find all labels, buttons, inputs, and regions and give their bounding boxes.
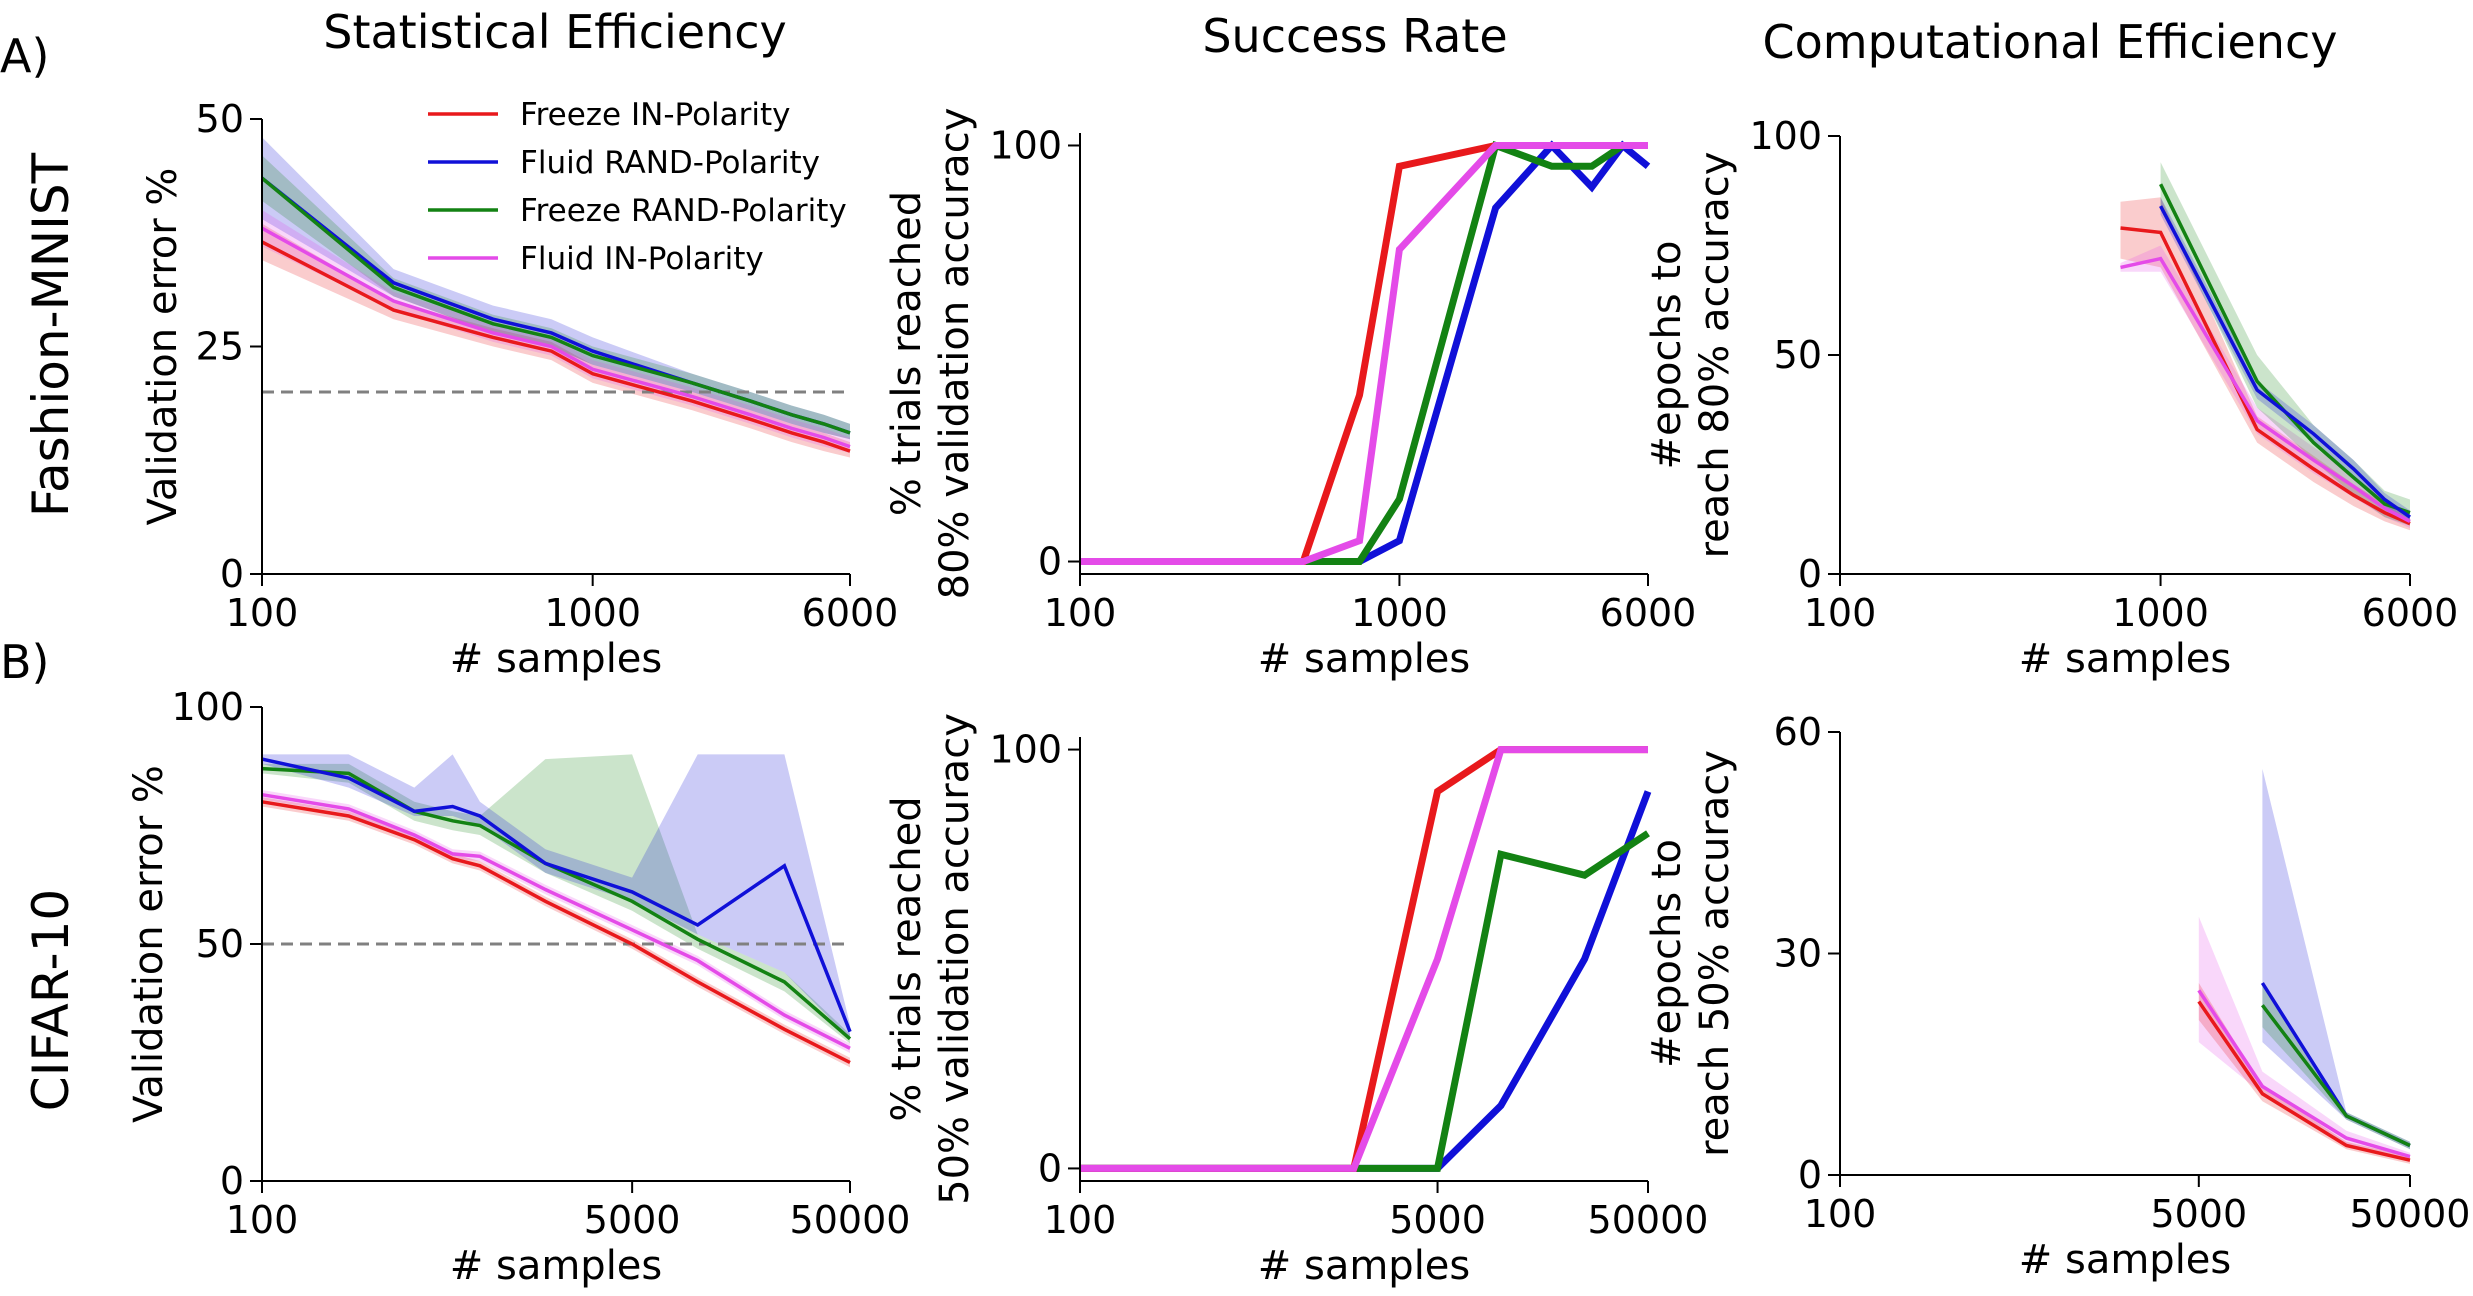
legend-label-freeze-rand-polarity: Freeze RAND-Polarity — [520, 193, 847, 229]
band-fluid-rand-polarity — [262, 137, 850, 440]
x-tick-label: 6000 — [1600, 591, 1697, 635]
panel-fmnist-stat: 0 25 50 100 1000 6000 # samples Validation erro… — [140, 97, 898, 682]
y-tick-label: 0 — [1798, 552, 1822, 596]
x-tick-label: 100 — [1804, 591, 1877, 635]
x-axis-label: # samples — [2019, 1237, 2232, 1283]
y-tick-label: 100 — [989, 123, 1062, 167]
legend-label-fluid-in-polarity: Fluid IN-Polarity — [520, 241, 764, 277]
band-freeze-rand-polarity — [262, 754, 850, 1044]
y-tick-label: 0 — [1798, 1153, 1822, 1197]
series-line-fluid-in-polarity — [1080, 142, 1648, 565]
series-line-fluid-in-polarity — [2197, 989, 2411, 1159]
y-axis-label: % trials reached — [884, 191, 930, 516]
y-tick-label: 100 — [171, 685, 244, 729]
band-fluid-rand-polarity — [262, 754, 850, 1039]
legend-label-fluid-rand-polarity: Fluid RAND-Polarity — [520, 145, 820, 181]
series-line-freeze-rand-polarity — [2159, 183, 2411, 515]
series-line-freeze-rand-polarity — [2261, 1004, 2411, 1148]
x-tick-label: 100 — [1044, 591, 1117, 635]
x-tick-label: 5000 — [584, 1198, 681, 1242]
series-line-fluid-in-polarity — [2120, 256, 2411, 523]
y-axis-label: #epochs to — [1644, 240, 1690, 469]
series-line-freeze-in-polarity — [1080, 746, 1648, 1172]
series-line-fluid-rand-polarity — [2159, 205, 2411, 519]
series-line-fluid-in-polarity — [261, 792, 851, 1050]
y-tick-label: 0 — [220, 552, 244, 596]
row-letter-a: A) — [0, 29, 49, 83]
y-tick-label: 100 — [1749, 114, 1822, 158]
panel-fmnist-success: 0 100 100 1000 6000 # samples % trials reached… — [884, 108, 1696, 682]
x-tick-label: 100 — [1804, 1192, 1877, 1236]
x-tick-label: 50000 — [2350, 1192, 2471, 1236]
x-tick-label: 5000 — [2150, 1192, 2247, 1236]
x-axis-label: # samples — [2019, 636, 2232, 682]
series-line-freeze-in-polarity — [261, 800, 851, 1065]
y-axis-label: 80% validation accuracy — [932, 108, 978, 600]
x-axis-label: # samples — [450, 1243, 663, 1289]
y-tick-label: 0 — [220, 1159, 244, 1203]
x-tick-label: 5000 — [1389, 1198, 1486, 1242]
x-tick-label: 6000 — [2362, 591, 2459, 635]
x-tick-label: 1000 — [544, 591, 641, 635]
x-tick-label: 100 — [226, 1198, 299, 1242]
y-tick-label: 30 — [1774, 932, 1822, 976]
legend: Freeze IN-Polarity Fluid RAND-Polarity Fre… — [428, 97, 847, 277]
x-tick-label: 50000 — [1588, 1198, 1709, 1242]
series-line-freeze-in-polarity — [261, 240, 851, 453]
y-tick-label: 100 — [989, 728, 1062, 772]
column-title-success-rate: Success Rate — [1202, 9, 1507, 63]
series-line-freeze-rand-polarity — [261, 766, 852, 1041]
series-line-fluid-in-polarity — [261, 226, 851, 449]
x-axis-label: # samples — [1258, 636, 1471, 682]
band-freeze-in-polarity — [2198, 983, 2410, 1164]
x-axis-label: # samples — [450, 636, 663, 682]
column-title-statistical-efficiency: Statistical Efficiency — [323, 5, 786, 59]
series-line-freeze-in-polarity — [2197, 1000, 2411, 1162]
x-tick-label: 100 — [1044, 1198, 1117, 1242]
x-tick-label: 6000 — [802, 591, 899, 635]
panel-cifar-success: 0 100 100 5000 50000 # samples % trials reache… — [884, 713, 1708, 1289]
y-axis-label: Validation error % — [140, 168, 186, 526]
band-freeze-rand-polarity — [2160, 162, 2410, 526]
y-tick-label: 60 — [1774, 710, 1822, 754]
x-tick-label: 100 — [226, 591, 299, 635]
y-axis-label: % trials reached — [884, 796, 930, 1121]
y-axis-label: #epochs to — [1644, 839, 1690, 1068]
column-title-computational-efficiency: Computational Efficiency — [1763, 15, 2338, 69]
band-freeze-in-polarity — [2120, 197, 2410, 531]
x-tick-label: 1000 — [2112, 591, 2209, 635]
row-letter-b: B) — [0, 635, 50, 689]
y-tick-label: 25 — [196, 325, 244, 369]
row-label-cifar-10: CIFAR-10 — [22, 889, 80, 1111]
y-axis-label: 50% validation accuracy — [932, 713, 978, 1205]
row-label-fashion-mnist: Fashion-MNIST — [22, 152, 80, 517]
panel-cifar-comp: 0 30 60 100 5000 50000 # samples #epochs to reac… — [1644, 710, 2470, 1283]
y-axis-label: reach 50% accuracy — [1692, 750, 1738, 1157]
series-line-fluid-in-polarity — [1080, 746, 1648, 1172]
y-tick-label: 0 — [1038, 540, 1062, 584]
y-axis-label: reach 80% accuracy — [1692, 152, 1738, 559]
y-tick-label: 0 — [1038, 1146, 1062, 1190]
x-tick-label: 50000 — [790, 1198, 911, 1242]
y-tick-label: 50 — [1774, 333, 1822, 377]
legend-label-freeze-in-polarity: Freeze IN-Polarity — [520, 97, 791, 133]
panel-fmnist-comp: 0 50 100 100 1000 6000 # samples #epochs to reac… — [1644, 114, 2458, 682]
y-tick-label: 50 — [196, 922, 244, 966]
y-axis-label: Validation error % — [126, 765, 172, 1123]
y-tick-label: 50 — [196, 97, 244, 141]
series-line-fluid-rand-polarity — [261, 757, 852, 1033]
x-axis-label: # samples — [1258, 1243, 1471, 1289]
x-tick-label: 1000 — [1351, 591, 1448, 635]
series-line-freeze-rand-polarity — [260, 176, 851, 435]
panel-cifar-stat: 0 50 100 100 5000 50000 # samples Validation er… — [126, 685, 910, 1289]
series-line-freeze-in-polarity — [2120, 226, 2411, 526]
band-freeze-rand-polarity — [262, 155, 850, 440]
